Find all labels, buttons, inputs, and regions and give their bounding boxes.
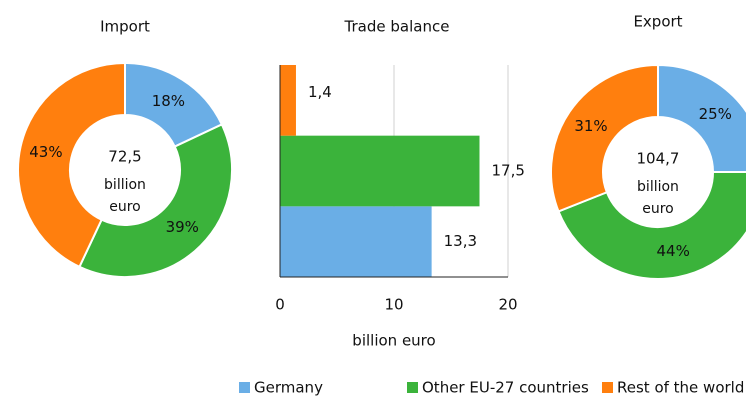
center-label: 72,5 xyxy=(108,148,141,166)
data-label: 18% xyxy=(152,92,185,110)
center-label: billion xyxy=(637,179,679,195)
donut-slice xyxy=(78,123,233,278)
x-axis-label: billion euro xyxy=(352,332,435,350)
center-label: billion xyxy=(104,177,146,193)
data-label: 17,5 xyxy=(492,162,525,180)
center-label: euro xyxy=(642,201,674,217)
center-label: 104,7 xyxy=(637,150,680,168)
data-label: 31% xyxy=(574,117,607,135)
legend-swatch xyxy=(602,382,613,393)
bar xyxy=(280,65,296,136)
data-label: 25% xyxy=(699,105,732,123)
x-tick-label: 20 xyxy=(498,296,517,314)
chart-title: Trade balance xyxy=(344,18,450,36)
legend-label: Other EU-27 countries xyxy=(422,379,589,397)
data-label: 39% xyxy=(166,218,199,236)
legend-label: Rest of the world xyxy=(617,379,744,397)
center-label: euro xyxy=(109,199,141,215)
chart-title: Export xyxy=(633,13,682,31)
donut-slice xyxy=(17,61,126,269)
x-tick-label: 10 xyxy=(384,296,403,314)
legend-swatch xyxy=(407,382,418,393)
x-tick-label: 0 xyxy=(275,296,285,314)
data-label: 13,3 xyxy=(444,232,477,250)
donut-slice xyxy=(657,63,746,173)
data-label: 43% xyxy=(29,143,62,161)
bar xyxy=(280,206,432,277)
donut-slice xyxy=(557,171,746,280)
data-label: 1,4 xyxy=(308,83,332,101)
donut-slice xyxy=(550,63,659,213)
bar xyxy=(280,135,480,207)
legend-label: Germany xyxy=(254,379,323,397)
legend-swatch xyxy=(239,382,250,393)
chart-title: Import xyxy=(100,18,150,36)
data-label: 44% xyxy=(657,242,690,260)
